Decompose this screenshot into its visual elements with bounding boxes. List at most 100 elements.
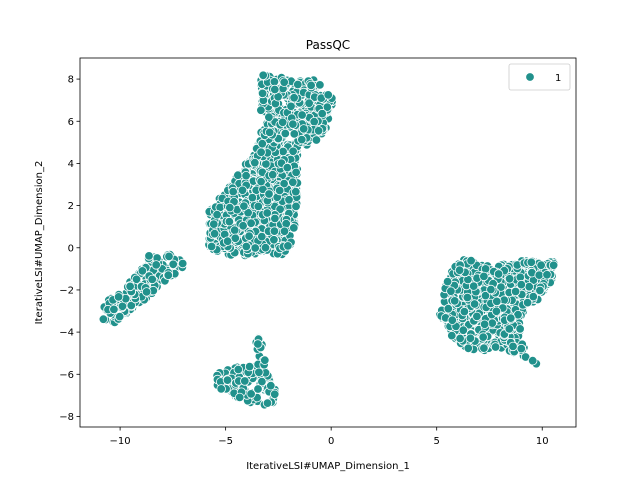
data-point bbox=[288, 146, 298, 157]
y-tick-label: 0 bbox=[68, 243, 74, 254]
y-tick-label: 2 bbox=[68, 201, 74, 212]
data-point bbox=[268, 169, 278, 180]
data-point bbox=[315, 80, 325, 90]
data-point bbox=[279, 77, 289, 87]
data-point bbox=[224, 216, 235, 227]
data-point bbox=[323, 90, 333, 100]
x-tick-label: −10 bbox=[110, 436, 131, 447]
data-point bbox=[522, 297, 533, 308]
legend-box bbox=[508, 63, 571, 91]
y-tick-label: 6 bbox=[68, 117, 74, 128]
data-point bbox=[443, 304, 454, 314]
data-point bbox=[254, 367, 264, 378]
data-point bbox=[241, 241, 252, 252]
data-point bbox=[516, 279, 527, 290]
data-point bbox=[125, 281, 135, 292]
data-point bbox=[291, 201, 301, 212]
data-point bbox=[131, 274, 142, 285]
data-point bbox=[455, 333, 465, 344]
data-point bbox=[257, 88, 268, 99]
data-point bbox=[151, 260, 161, 270]
data-point bbox=[283, 241, 293, 251]
data-point bbox=[480, 290, 491, 301]
data-point bbox=[282, 162, 293, 173]
data-point bbox=[291, 167, 301, 178]
data-point bbox=[209, 228, 220, 239]
y-tick-label: 4 bbox=[68, 159, 74, 170]
data-point bbox=[516, 343, 527, 354]
data-point bbox=[297, 134, 307, 145]
data-point bbox=[260, 355, 270, 365]
data-point bbox=[168, 259, 178, 270]
data-point bbox=[291, 186, 301, 197]
data-point bbox=[253, 201, 263, 212]
data-point bbox=[109, 304, 119, 315]
data-point bbox=[289, 129, 300, 139]
data-point bbox=[144, 251, 154, 261]
data-point bbox=[462, 292, 473, 303]
data-point bbox=[147, 274, 157, 285]
plot-frame bbox=[79, 57, 577, 428]
data-point bbox=[534, 270, 544, 280]
data-point bbox=[479, 343, 489, 353]
data-point bbox=[239, 201, 249, 211]
data-point bbox=[309, 116, 319, 127]
y-tick-label: −4 bbox=[59, 328, 74, 339]
data-point bbox=[114, 311, 125, 322]
data-point bbox=[216, 384, 226, 394]
data-point bbox=[206, 241, 217, 252]
data-point bbox=[504, 274, 515, 284]
data-point bbox=[459, 306, 470, 317]
data-point bbox=[246, 389, 256, 399]
data-point bbox=[279, 226, 290, 237]
data-point bbox=[256, 176, 266, 187]
data-point bbox=[490, 342, 501, 352]
data-point bbox=[548, 260, 559, 271]
data-point bbox=[478, 332, 488, 342]
data-point bbox=[278, 146, 288, 157]
data-point bbox=[463, 343, 474, 354]
chart-title: PassQC bbox=[306, 38, 350, 52]
y-axis: −8 −6 −4 −2 0 2 4 6 8 bbox=[59, 75, 80, 423]
data-point bbox=[442, 276, 453, 287]
y-axis-label: IterativeLSI#UMAP_Dimension_2 bbox=[34, 161, 45, 325]
data-point bbox=[264, 112, 274, 122]
data-point bbox=[258, 70, 268, 81]
data-point bbox=[222, 375, 233, 385]
data-point bbox=[536, 260, 546, 270]
data-point bbox=[228, 186, 238, 197]
data-point bbox=[446, 286, 456, 296]
data-point bbox=[486, 284, 496, 295]
data-point bbox=[257, 138, 268, 149]
data-point bbox=[524, 282, 534, 292]
data-point bbox=[447, 315, 458, 325]
data-point bbox=[164, 251, 174, 262]
data-point bbox=[246, 218, 256, 228]
data-point bbox=[542, 270, 552, 280]
data-point bbox=[288, 177, 298, 187]
data-point bbox=[264, 189, 274, 199]
data-point bbox=[275, 185, 285, 196]
data-point bbox=[241, 170, 251, 181]
data-point bbox=[465, 333, 476, 344]
data-point bbox=[278, 117, 288, 128]
data-point bbox=[450, 296, 460, 306]
data-point bbox=[293, 79, 303, 90]
data-point bbox=[209, 219, 219, 229]
data-point bbox=[526, 257, 537, 268]
data-point bbox=[233, 364, 244, 375]
y-tick-label: −8 bbox=[59, 412, 74, 423]
data-point bbox=[479, 271, 489, 282]
data-point bbox=[288, 119, 298, 129]
data-point bbox=[98, 314, 109, 324]
data-point bbox=[257, 376, 267, 387]
y-tick-label: −6 bbox=[59, 370, 74, 381]
data-point bbox=[262, 398, 273, 408]
data-point bbox=[266, 381, 276, 391]
data-point bbox=[240, 376, 250, 386]
data-point bbox=[253, 339, 263, 349]
data-point bbox=[492, 296, 502, 307]
y-tick-label: 8 bbox=[68, 75, 74, 86]
x-axis-label: IterativeLSI#UMAP_Dimension_1 bbox=[246, 461, 410, 472]
data-point bbox=[472, 311, 482, 322]
